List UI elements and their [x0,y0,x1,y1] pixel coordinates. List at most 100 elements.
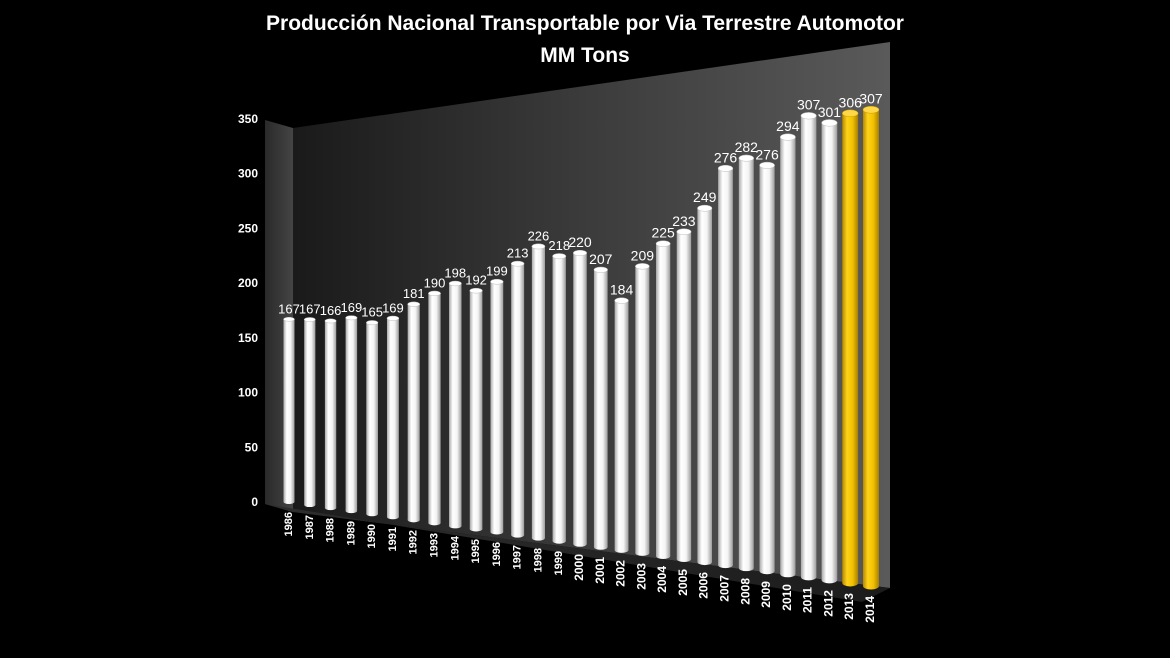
data-label: 294 [776,118,800,134]
data-label: 169 [382,300,404,315]
bar-2003 [635,263,650,556]
bar-2009 [759,161,775,575]
x-tick-label: 2003 [634,563,648,590]
x-tick-label: 2012 [821,590,835,617]
y-tick-label: 200 [238,276,258,290]
bar-cap [303,317,316,322]
bar-cap [573,249,587,256]
bar-body [635,266,650,553]
bar-body [863,109,879,586]
x-tick-label: 1990 [366,524,378,548]
bar-cap [779,133,796,141]
bar-body [304,319,316,505]
bar-body [428,293,441,523]
data-label: 276 [714,149,738,165]
data-label: 199 [486,264,508,279]
bar-cap [345,315,358,321]
bar-body [407,304,420,520]
bar-1998 [531,243,546,541]
bar-base [780,570,796,578]
x-tick-label: 1995 [470,539,482,563]
bar-base [676,555,692,563]
bar-body [718,168,733,565]
y-tick-label: 150 [238,331,258,345]
bar-base [283,500,295,504]
data-label: 307 [797,97,821,113]
x-tick-label: 2004 [655,566,669,593]
x-tick-label: 2008 [738,578,752,605]
data-label: 249 [693,189,717,205]
x-tick-label: 2007 [718,575,732,602]
bar-1988 [324,318,337,511]
x-tick-label: 2002 [614,560,628,587]
bar-cap [531,243,546,250]
x-tick-label: 2009 [759,581,773,608]
data-label: 306 [839,94,863,110]
data-label: 166 [320,303,342,318]
bar-cap [324,318,337,324]
bar-base [656,553,671,559]
x-tick-label: 1989 [345,521,357,545]
bar-base [469,526,483,532]
bar-body [573,252,587,544]
x-tick-label: 2000 [572,554,586,581]
bar-cap [759,161,775,169]
data-label: 190 [424,275,446,290]
bar-body [780,137,796,574]
bar-body [366,322,378,514]
bar-base [511,532,525,538]
bar-cap [738,154,754,162]
bar-body [449,283,462,526]
bar-2004 [655,240,671,559]
bar-base [345,508,358,514]
bar-body [552,256,566,541]
bar-1990 [366,320,379,517]
bar-base [759,567,775,575]
bar-1993 [428,290,441,526]
bar-base [428,520,441,526]
bar-body [842,113,859,583]
bar-base [842,579,859,587]
bar-2010 [779,133,796,578]
bar-cap [510,260,525,267]
data-label: 307 [859,91,883,107]
bar-base [324,505,337,511]
data-label: 207 [589,251,613,267]
x-axis: 1986 1987 1988 1989 1990 1991 1992 1993 1994 1995… [283,512,877,623]
data-label: 225 [651,225,675,241]
data-label: 167 [278,301,300,316]
data-label: 209 [631,247,655,263]
data-label: 226 [528,228,550,243]
data-label: 184 [610,282,634,298]
bar-cap [448,280,462,287]
y-tick-label: 350 [238,112,258,126]
bar-base [552,538,566,544]
data-label: 213 [507,246,529,261]
x-tick-label: 1993 [429,533,441,557]
bar-2013 [842,109,859,587]
bar-2012 [821,119,838,584]
bar-cap [386,315,400,321]
data-label: 167 [299,302,321,317]
bar-1995 [469,287,483,532]
bar-body [511,263,525,535]
x-tick-label: 1998 [532,548,544,572]
bar-1987 [303,317,316,508]
x-tick-label: 2013 [842,593,856,620]
bar-base [863,582,879,590]
bar-2005 [676,228,692,563]
bar-base [573,541,587,547]
x-tick-label: 1988 [325,518,337,542]
bar-cap [428,290,441,296]
bar-base [366,511,378,517]
bar-1986 [283,317,295,504]
bar-2001 [593,266,608,550]
bar-base [449,523,462,529]
bar-body [738,158,754,568]
bar-cap [366,320,379,326]
bar-2007 [717,164,734,569]
bar-cap [490,278,504,285]
bar-2000 [573,249,587,547]
